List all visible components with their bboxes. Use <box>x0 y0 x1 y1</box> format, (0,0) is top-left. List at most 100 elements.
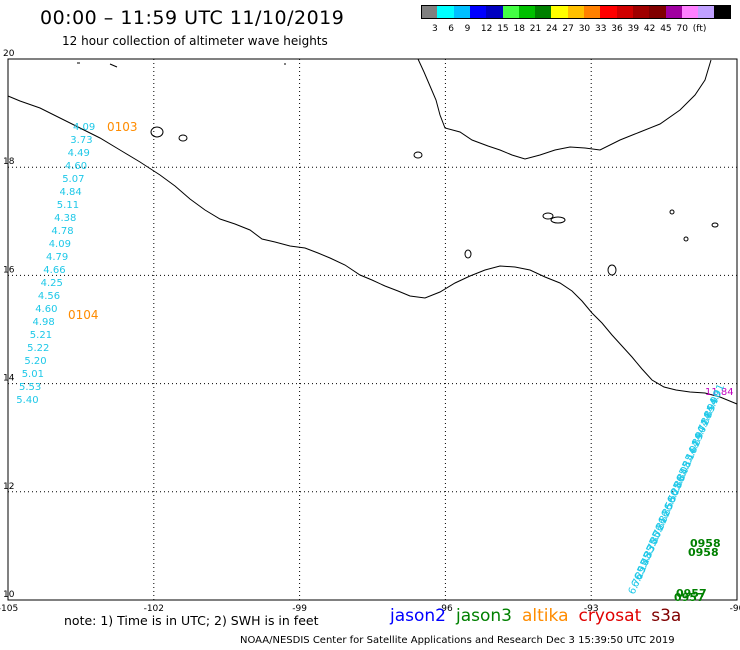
island-outline <box>607 264 617 276</box>
swh-value-label: 4.60 <box>35 304 57 315</box>
legend-value: 15 <box>497 24 509 34</box>
y-axis-label: 10 <box>3 590 15 600</box>
x-axis-label: -99 <box>292 604 307 614</box>
satellite-jason3: jason3 <box>456 606 512 626</box>
coastline <box>7 95 738 405</box>
legend-value: 6 <box>448 24 455 34</box>
swh-value-label: 4.98 <box>33 317 55 328</box>
x-axis-label: -90 <box>730 604 740 614</box>
legend-value: 3 <box>432 24 438 34</box>
legend-value: 9 <box>464 24 471 34</box>
legend-value: 30 <box>578 24 591 34</box>
legend-value: 12 <box>480 24 493 34</box>
swh-value-label: 5.53 <box>19 382 41 393</box>
swh-value-label: 4.78 <box>51 226 73 237</box>
swh-value-label: 4.79 <box>46 252 68 263</box>
island-outline <box>711 222 719 228</box>
footer-note: note: 1) Time is in UTC; 2) SWH is in fe… <box>64 613 319 628</box>
island-outline <box>178 134 188 142</box>
swh-value-label: 3.73 <box>70 135 92 146</box>
legend-swatch <box>649 5 667 19</box>
x-axis-label: -105 <box>0 604 18 614</box>
island-outline <box>550 216 566 224</box>
legend-value: 70 <box>676 24 688 34</box>
legend-value: (ft) <box>692 24 707 34</box>
y-axis-label: 12 <box>3 482 14 492</box>
legend-value: 33 <box>595 24 607 34</box>
island-outline <box>413 151 423 159</box>
swh-value-label: 4.56 <box>38 291 60 302</box>
swh-value-label: 11.84 <box>705 387 734 398</box>
pass-time-label: 0958 <box>690 537 721 550</box>
swh-value-label: 4.25 <box>41 278 63 289</box>
map-frame <box>7 58 738 601</box>
legend-swatch <box>535 5 553 19</box>
legend-swatch <box>600 5 618 19</box>
y-axis-label: 14 <box>3 374 15 384</box>
x-axis-label: -96 <box>438 604 453 614</box>
swh-value-label: 4.09 <box>73 122 95 133</box>
swh-value-label: 5.40 <box>16 395 38 406</box>
gulf-coastline <box>417 58 712 160</box>
legend-swatch <box>714 5 732 19</box>
satellite-altika: altika <box>522 606 569 626</box>
legend-swatch <box>486 5 504 19</box>
swh-value-label: 4.66 <box>43 265 65 276</box>
pass-time-label: 0957 <box>676 587 707 600</box>
legend-value: 21 <box>529 24 542 34</box>
legend-swatch <box>584 5 601 19</box>
satellite-s3a: s3a <box>651 606 682 626</box>
swh-value-label: 5.22 <box>27 343 49 354</box>
legend-swatch <box>665 5 683 19</box>
pass-time-label: 0957 <box>674 591 705 604</box>
island-outline <box>464 249 472 259</box>
map-subtitle: 12 hour collection of altimeter wave hei… <box>62 34 328 48</box>
swh-value-label: 4.84 <box>60 187 82 198</box>
swh-value-label: 5.07 <box>62 174 84 185</box>
legend-swatch <box>698 5 716 19</box>
legend-value: 45 <box>660 24 672 34</box>
satellite-legend: jason2 jason3 altika cryosat s3a <box>390 606 691 626</box>
island-outline <box>683 236 689 242</box>
legend-frame <box>421 5 731 19</box>
swh-value-label: 4.09 <box>49 239 71 250</box>
swh-value-label: 5.01 <box>22 369 44 380</box>
x-axis-label: -102 <box>144 604 164 614</box>
pass-time-label: 0104 <box>68 308 99 322</box>
island-outline <box>542 212 554 220</box>
map-title: 00:00 – 11:59 UTC 11/10/2019 <box>40 7 345 29</box>
credit-line: NOAA/NESDIS Center for Satellite Applica… <box>240 635 675 646</box>
satellite-jason2: jason2 <box>390 606 446 626</box>
swh-value-label: 5.20 <box>24 356 46 367</box>
legend-value: 36 <box>611 24 623 34</box>
legend-swatch <box>453 5 471 19</box>
legend-swatch <box>421 5 438 19</box>
y-axis-label: 18 <box>3 157 15 167</box>
y-axis-label: 20 <box>3 49 15 59</box>
legend-value: 42 <box>643 24 656 34</box>
legend-swatch <box>632 5 650 19</box>
pass-time-label: 0103 <box>107 120 138 134</box>
swh-value-label: 6.76 <box>627 571 646 596</box>
island-outline <box>109 63 118 68</box>
island-outline <box>150 126 164 138</box>
y-axis-label: 16 <box>3 265 15 275</box>
island-outline <box>669 209 675 215</box>
pass-time-label: 0958 <box>688 546 719 559</box>
x-axis-label: -93 <box>584 604 599 614</box>
legend-swatch <box>616 5 634 19</box>
legend-swatch <box>437 5 455 19</box>
legend-swatch <box>551 5 569 19</box>
legend-swatch <box>502 5 520 19</box>
legend-swatch <box>681 5 699 19</box>
legend-value: 27 <box>562 24 574 34</box>
swh-value-label: 5.11 <box>57 200 79 211</box>
swh-value-label: 4.49 <box>68 148 90 159</box>
swh-value-label: 5.21 <box>30 330 52 341</box>
legend-value: 18 <box>513 24 525 34</box>
legend-value: 24 <box>546 24 558 34</box>
legend-swatch <box>469 5 487 19</box>
swh-value-label: 4.38 <box>54 213 76 224</box>
swh-value-label: 4.60 <box>65 161 87 172</box>
